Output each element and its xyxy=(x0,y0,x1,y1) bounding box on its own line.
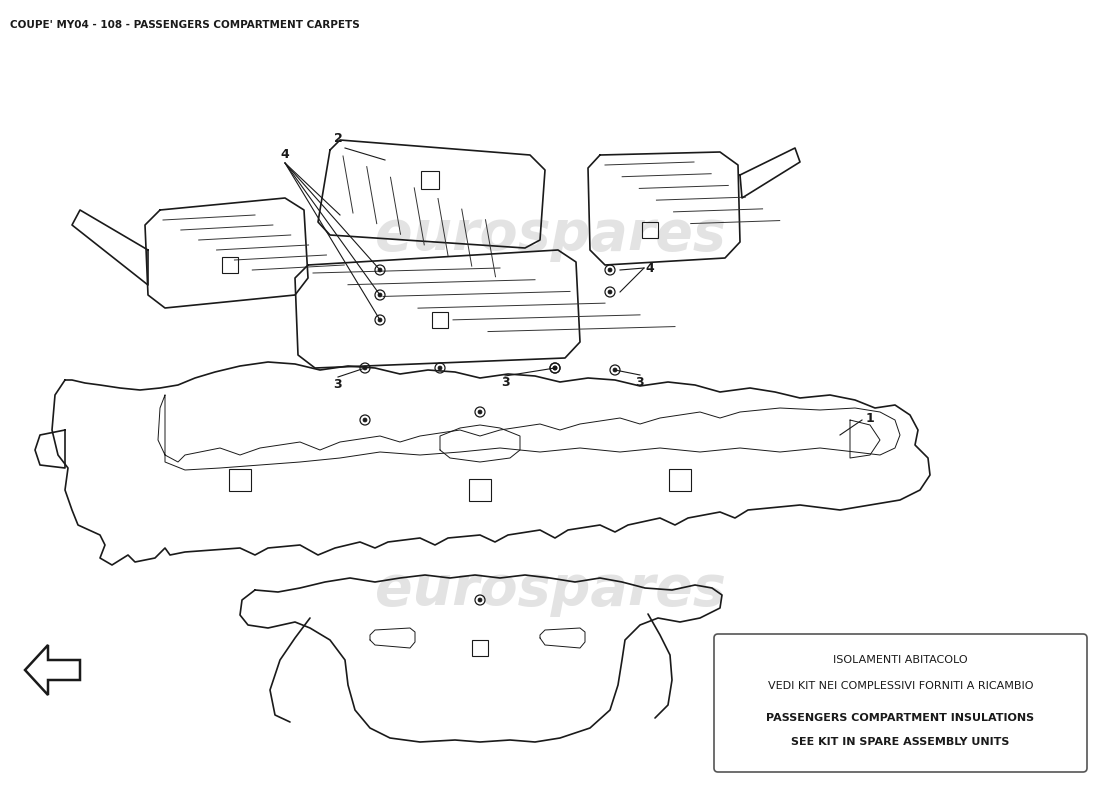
Text: SEE KIT IN SPARE ASSEMBLY UNITS: SEE KIT IN SPARE ASSEMBLY UNITS xyxy=(791,737,1010,747)
Circle shape xyxy=(553,366,557,370)
Circle shape xyxy=(613,368,617,372)
Circle shape xyxy=(478,410,482,414)
Circle shape xyxy=(363,418,367,422)
Bar xyxy=(642,222,658,238)
Bar xyxy=(421,171,439,189)
Circle shape xyxy=(378,293,382,297)
Text: eurospares: eurospares xyxy=(375,563,725,617)
FancyBboxPatch shape xyxy=(714,634,1087,772)
Text: 3: 3 xyxy=(636,375,645,389)
Bar xyxy=(222,257,238,273)
Bar xyxy=(229,469,251,491)
Text: VEDI KIT NEI COMPLESSIVI FORNITI A RICAMBIO: VEDI KIT NEI COMPLESSIVI FORNITI A RICAM… xyxy=(768,681,1033,691)
Text: 4: 4 xyxy=(646,262,654,274)
Text: 1: 1 xyxy=(866,411,874,425)
Circle shape xyxy=(378,268,382,272)
Bar xyxy=(669,469,691,491)
Circle shape xyxy=(363,366,367,370)
Bar xyxy=(469,479,491,501)
Circle shape xyxy=(608,268,612,272)
Text: PASSENGERS COMPARTMENT INSULATIONS: PASSENGERS COMPARTMENT INSULATIONS xyxy=(767,713,1035,723)
Text: 4: 4 xyxy=(280,149,289,162)
Circle shape xyxy=(378,318,382,322)
Bar xyxy=(432,312,448,328)
Text: 2: 2 xyxy=(333,131,342,145)
Circle shape xyxy=(608,290,612,294)
Text: 3: 3 xyxy=(500,377,509,390)
Circle shape xyxy=(553,366,557,370)
Circle shape xyxy=(438,366,442,370)
Text: ISOLAMENTI ABITACOLO: ISOLAMENTI ABITACOLO xyxy=(833,655,968,665)
Text: 3: 3 xyxy=(333,378,342,391)
Text: eurospares: eurospares xyxy=(375,208,725,262)
Text: COUPE' MY04 - 108 - PASSENGERS COMPARTMENT CARPETS: COUPE' MY04 - 108 - PASSENGERS COMPARTME… xyxy=(10,20,360,30)
Bar xyxy=(472,640,488,656)
Circle shape xyxy=(478,598,482,602)
